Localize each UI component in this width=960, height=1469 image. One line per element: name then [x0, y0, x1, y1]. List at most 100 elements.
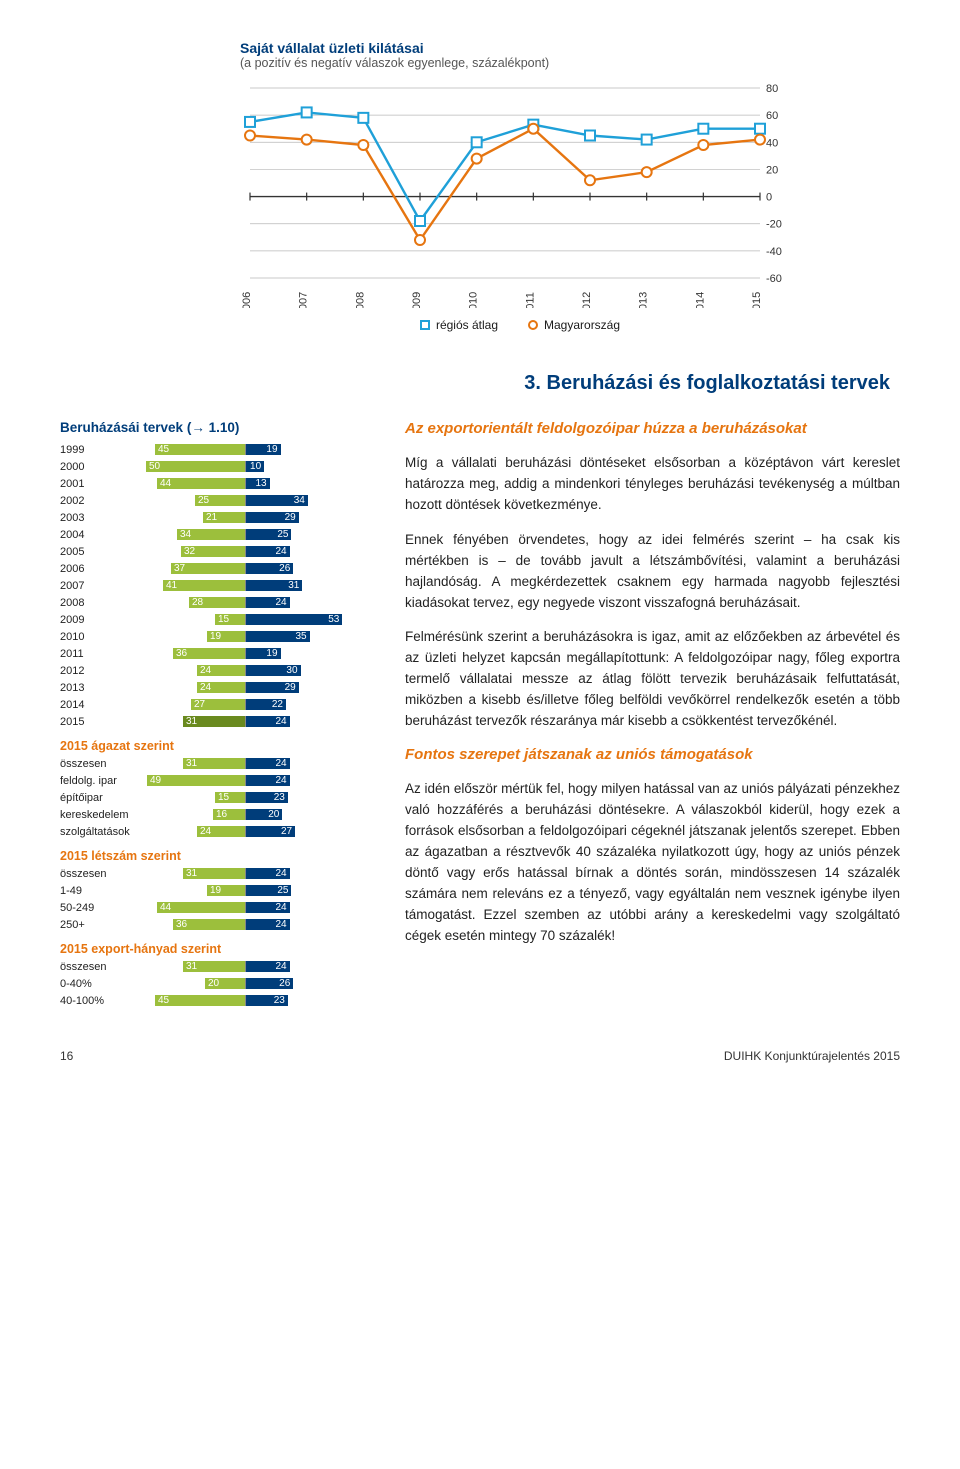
bar-row: 2003 21 29 — [60, 509, 380, 526]
row-label: 2002 — [60, 495, 146, 507]
bar-row: 2001 44 13 — [60, 475, 380, 492]
svg-text:2006: 2006 — [241, 292, 253, 308]
svg-text:-60: -60 — [766, 273, 782, 285]
row-label: 2009 — [60, 614, 146, 626]
svg-text:40: 40 — [766, 137, 778, 149]
sidebar-chart: Beruházásái tervek (→ 1.10) 1999 45 19 2… — [60, 420, 380, 1009]
row-label: feldolg. ipar — [60, 775, 146, 787]
row-label: építőipar — [60, 792, 146, 804]
svg-text:2010: 2010 — [468, 292, 480, 308]
group-heading: 2015 létszám szerint — [60, 849, 380, 863]
legend-label: Magyarország — [544, 318, 620, 332]
svg-text:2007: 2007 — [298, 292, 310, 308]
svg-text:20: 20 — [766, 164, 778, 176]
row-label: összesen — [60, 868, 146, 880]
bar-row: 2012 24 30 — [60, 662, 380, 679]
bar-row: összesen 31 24 — [60, 755, 380, 772]
svg-text:-20: -20 — [766, 219, 782, 231]
row-label: 2014 — [60, 699, 146, 711]
svg-text:2011: 2011 — [524, 292, 536, 308]
svg-text:2008: 2008 — [354, 292, 366, 308]
row-label: 1-49 — [60, 885, 146, 897]
bar-row: 2009 15 53 — [60, 611, 380, 628]
svg-text:2014: 2014 — [694, 292, 706, 308]
bar-row: 2000 50 10 — [60, 458, 380, 475]
bar-row: 2010 19 35 — [60, 628, 380, 645]
bar-row: 2006 37 26 — [60, 560, 380, 577]
doc-title: DUIHK Konjunktúrajelentés 2015 — [724, 1049, 900, 1063]
chart-legend: régiós átlag Magyarország — [240, 318, 800, 332]
line-chart: 80 60 40 20 0 -20 -40 -60 2006 2007 2008 2009 2010 20… — [240, 78, 800, 308]
section-heading: 3. Beruházási és foglalkoztatási tervek — [60, 372, 900, 395]
bar-row: 1999 45 19 — [60, 441, 380, 458]
row-label: 2003 — [60, 512, 146, 524]
bar-row: 2008 28 24 — [60, 594, 380, 611]
row-label: 0-40% — [60, 978, 146, 990]
svg-text:2012: 2012 — [581, 292, 593, 308]
subheading: Az exportorientált feldolgozóipar húzza … — [405, 420, 900, 437]
row-label: összesen — [60, 961, 146, 973]
bar-row: 250+ 36 24 — [60, 916, 380, 933]
line-chart-block: Saját vállalat üzleti kilátásai (a pozit… — [240, 40, 800, 332]
bar-row: 50-249 44 24 — [60, 899, 380, 916]
row-label: 2007 — [60, 580, 146, 592]
paragraph: Ennek fényében örvendetes, hogy az idei … — [405, 530, 900, 614]
group-heading: 2015 ágazat szerint — [60, 739, 380, 753]
sidebar-title: Beruházásái tervek (→ 1.10) — [60, 420, 380, 435]
bar-row: szolgáltatások 24 27 — [60, 823, 380, 840]
legend-item-magyar: Magyarország — [528, 318, 620, 332]
bar-row: 2007 41 31 — [60, 577, 380, 594]
chart-subtitle: (a pozitív és negatív válaszok egyenlege… — [240, 56, 800, 70]
row-label: 2001 — [60, 478, 146, 490]
row-label: összesen — [60, 758, 146, 770]
bar-row: 2013 24 29 — [60, 679, 380, 696]
svg-text:0: 0 — [766, 192, 772, 204]
svg-text:2009: 2009 — [411, 292, 423, 308]
row-label: 2013 — [60, 682, 146, 694]
page-number: 16 — [60, 1049, 73, 1063]
paragraph: Az idén először mértük fel, hogy milyen … — [405, 779, 900, 946]
row-label: 2012 — [60, 665, 146, 677]
bar-row: 0-40% 20 26 — [60, 975, 380, 992]
square-marker-icon — [420, 320, 430, 330]
row-label: 2015 — [60, 716, 146, 728]
svg-text:2015: 2015 — [751, 292, 763, 308]
subheading: Fontos szerepet játszanak az uniós támog… — [405, 746, 900, 763]
bar-row: összesen 31 24 — [60, 958, 380, 975]
row-label: 250+ — [60, 919, 146, 931]
bar-row: összesen 31 24 — [60, 865, 380, 882]
bar-row: 2005 32 24 — [60, 543, 380, 560]
svg-text:-40: -40 — [766, 246, 782, 258]
bar-row: 2002 25 34 — [60, 492, 380, 509]
body-text: Az exportorientált feldolgozóipar húzza … — [405, 420, 900, 1009]
paragraph: Míg a vállalati beruházási döntéseket el… — [405, 453, 900, 516]
paragraph: Felmérésünk szerint a beruházásokra is i… — [405, 627, 900, 732]
row-label: 2008 — [60, 597, 146, 609]
bar-row: 2014 27 22 — [60, 696, 380, 713]
row-label: 50-249 — [60, 902, 146, 914]
row-label: 2004 — [60, 529, 146, 541]
bar-row: 2011 36 19 — [60, 645, 380, 662]
legend-item-regios: régiós átlag — [420, 318, 498, 332]
circle-marker-icon — [528, 320, 538, 330]
bar-row: 1-49 19 25 — [60, 882, 380, 899]
row-label: 2010 — [60, 631, 146, 643]
row-label: 40-100% — [60, 995, 146, 1007]
bar-row: 2015 31 24 — [60, 713, 380, 730]
bar-row: 40-100% 45 23 — [60, 992, 380, 1009]
bar-row: kereskedelem 16 20 — [60, 806, 380, 823]
bar-row: építőipar 15 23 — [60, 789, 380, 806]
svg-text:80: 80 — [766, 83, 778, 95]
row-label: kereskedelem — [60, 809, 146, 821]
row-label: szolgáltatások — [60, 826, 146, 838]
svg-text:2013: 2013 — [638, 292, 650, 308]
svg-text:60: 60 — [766, 110, 778, 122]
row-label: 2005 — [60, 546, 146, 558]
row-label: 2006 — [60, 563, 146, 575]
row-label: 1999 — [60, 444, 146, 456]
chart-title: Saját vállalat üzleti kilátásai — [240, 40, 800, 56]
bar-row: 2004 34 25 — [60, 526, 380, 543]
row-label: 2011 — [60, 648, 146, 660]
bar-row: feldolg. ipar 49 24 — [60, 772, 380, 789]
row-label: 2000 — [60, 461, 146, 473]
